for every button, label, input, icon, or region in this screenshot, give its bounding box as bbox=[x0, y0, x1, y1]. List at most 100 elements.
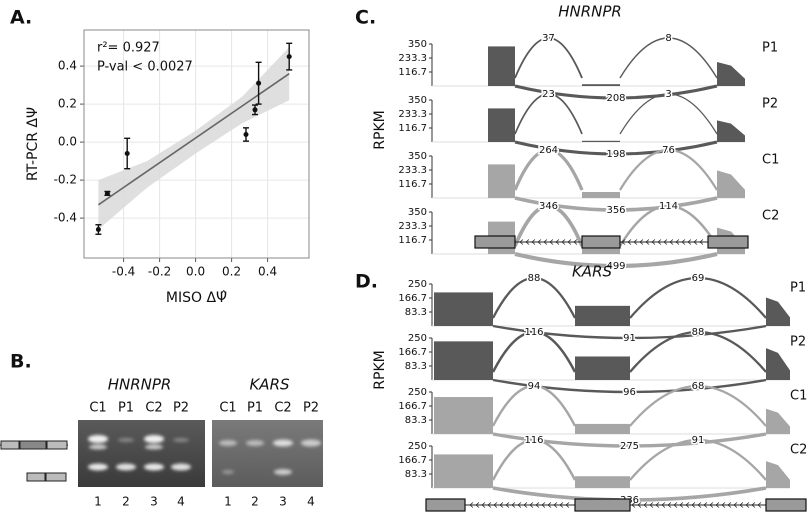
x-tick-label: 0.2 bbox=[222, 265, 241, 279]
gel-image bbox=[78, 420, 205, 487]
intron-arrow bbox=[699, 239, 704, 245]
y-tick-label: 83.3 bbox=[405, 307, 427, 318]
panel-label: B. bbox=[10, 351, 32, 373]
coverage bbox=[434, 292, 493, 326]
intron-arrow bbox=[693, 239, 698, 245]
junction-label: 114 bbox=[659, 201, 678, 212]
junction-arc bbox=[514, 93, 583, 135]
lane-number: 3 bbox=[150, 495, 158, 509]
intron-arrow bbox=[645, 239, 650, 245]
junction-label: 8 bbox=[665, 33, 671, 44]
coverage bbox=[434, 341, 493, 380]
intron-arrow bbox=[651, 239, 656, 245]
junction-arc bbox=[491, 385, 577, 427]
intron-arrow bbox=[559, 502, 564, 508]
junction-label: 23 bbox=[542, 89, 555, 100]
coverage bbox=[582, 84, 620, 86]
gene-title: KARS bbox=[572, 263, 613, 281]
junction-arc bbox=[618, 204, 719, 247]
intron-arrow bbox=[523, 502, 528, 508]
junction-label: 68 bbox=[692, 381, 705, 392]
junction-label: 356 bbox=[606, 205, 625, 216]
y-tick-label: 166.7 bbox=[398, 293, 427, 304]
intron-arrow bbox=[745, 502, 750, 508]
intron-arrow bbox=[481, 502, 486, 508]
panel-label: A. bbox=[10, 7, 32, 29]
intron-arrow bbox=[475, 502, 480, 508]
coverage bbox=[582, 192, 620, 198]
panel-label: C. bbox=[355, 7, 376, 29]
intron-arrow bbox=[643, 502, 648, 508]
lane-number: 1 bbox=[94, 495, 102, 509]
lane-number: 2 bbox=[251, 495, 259, 509]
intron-arrow bbox=[649, 502, 654, 508]
annotation: P-val < 0.0027 bbox=[97, 60, 193, 75]
junction-arc bbox=[491, 330, 577, 373]
x-tick-label: 0.4 bbox=[258, 265, 277, 279]
intron-arrow bbox=[499, 502, 504, 508]
junction-label: 3 bbox=[665, 89, 671, 100]
intron-arrow bbox=[535, 502, 540, 508]
intron-arrow bbox=[505, 502, 510, 508]
junction-arc bbox=[629, 384, 767, 427]
y-tick-label: 350 bbox=[408, 95, 427, 106]
x-tick-label: -0.4 bbox=[112, 265, 135, 279]
intron-arrow bbox=[691, 502, 696, 508]
y-tick-label: 233.3 bbox=[398, 53, 427, 64]
intron-arrow bbox=[709, 502, 714, 508]
intron-arrow bbox=[531, 239, 536, 245]
intron-arrow bbox=[679, 502, 684, 508]
y-tick-label: 116.7 bbox=[398, 179, 427, 190]
junction-arc bbox=[514, 37, 583, 79]
intron-arrow bbox=[655, 502, 660, 508]
gene-title: HNRNPR bbox=[558, 3, 622, 21]
junction-arc bbox=[619, 149, 718, 191]
point bbox=[286, 54, 292, 60]
intron-arrow bbox=[667, 502, 672, 508]
plot-border bbox=[83, 29, 310, 259]
intron-arrow bbox=[621, 239, 626, 245]
sample-label: C1 bbox=[790, 389, 807, 404]
y-tick-label: 250 bbox=[408, 279, 427, 290]
intron-arrow bbox=[555, 239, 560, 245]
junction-arc bbox=[619, 37, 718, 79]
intron-arrow bbox=[661, 502, 666, 508]
lane-number: 4 bbox=[177, 495, 185, 509]
junction-label: 208 bbox=[606, 93, 625, 104]
junction-label: 96 bbox=[623, 387, 636, 398]
y-tick-label: 0.0 bbox=[58, 135, 77, 149]
sample-label: P2 bbox=[762, 97, 778, 112]
lane-label: C1 bbox=[219, 401, 236, 416]
y-tick-label: 350 bbox=[408, 151, 427, 162]
y-tick-label: 250 bbox=[408, 333, 427, 344]
lane-label: C1 bbox=[89, 401, 106, 416]
lane-label: C2 bbox=[274, 401, 291, 416]
junction-arc bbox=[619, 93, 718, 135]
intron-arrow bbox=[567, 239, 572, 245]
annotation: r²= 0.927 bbox=[97, 41, 160, 56]
y-tick-label: 233.3 bbox=[398, 109, 427, 120]
gene-title: KARS bbox=[249, 376, 290, 394]
junction-arc bbox=[513, 204, 584, 247]
intron-arrow bbox=[663, 239, 668, 245]
junction-arc bbox=[491, 438, 577, 481]
junction-label: 198 bbox=[606, 149, 625, 160]
coverage bbox=[717, 170, 745, 198]
y-tick-label: 0.4 bbox=[58, 59, 77, 73]
exon-box bbox=[581, 235, 621, 249]
junction-label: 94 bbox=[528, 381, 541, 392]
junction-label: 91 bbox=[623, 333, 636, 344]
gel-image bbox=[212, 420, 323, 487]
lane-number: 1 bbox=[224, 495, 232, 509]
intron-arrow bbox=[733, 502, 738, 508]
intron-arrow bbox=[487, 502, 492, 508]
lane-label: C2 bbox=[145, 401, 162, 416]
sample-label: P2 bbox=[790, 335, 806, 350]
y-axis-title: RPKM bbox=[372, 350, 388, 389]
junction-label: 37 bbox=[542, 33, 555, 44]
intron-arrow bbox=[757, 502, 762, 508]
lane-number: 2 bbox=[122, 495, 130, 509]
y-tick-label: 350 bbox=[408, 207, 427, 218]
coverage bbox=[717, 120, 745, 142]
